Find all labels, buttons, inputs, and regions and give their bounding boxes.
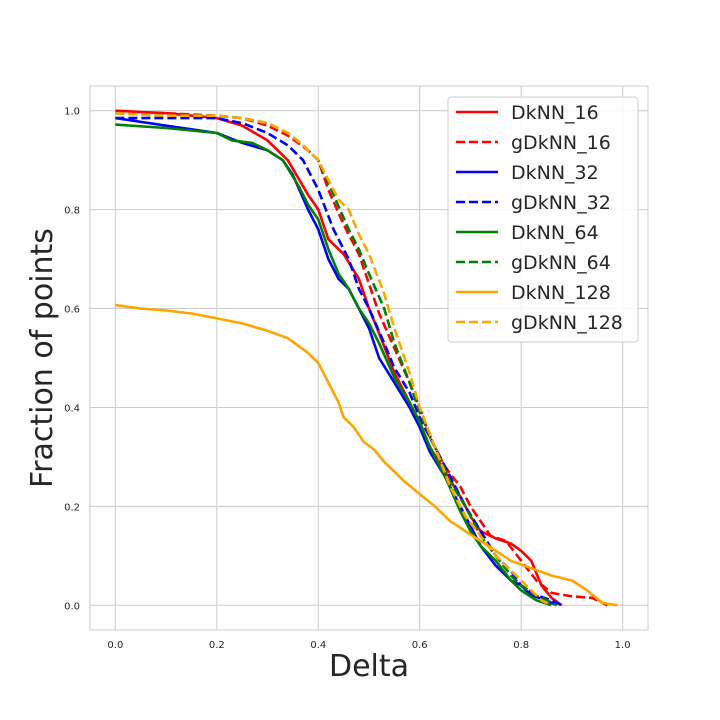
legend-label: DkNN_64	[511, 222, 599, 244]
x-axis-ticks: 0.0 0.2 0.4 0.6 0.8 1.0	[107, 640, 630, 651]
legend-label: gDkNN_16	[511, 132, 611, 154]
series-line-dknn-128	[115, 303, 618, 607]
y-tick-label: 0.2	[64, 502, 80, 513]
series-line-dknn-64	[115, 123, 553, 607]
x-tick-label: 0.6	[412, 640, 428, 651]
series-line-dknn-16	[115, 109, 563, 607]
legend-label: DkNN_16	[511, 102, 599, 124]
legend-label: gDkNN_64	[511, 252, 611, 274]
y-tick-label: 0.4	[64, 403, 80, 414]
y-tick-label: 0.8	[64, 206, 80, 217]
x-tick-label: 0.4	[310, 640, 326, 651]
x-tick-label: 0.8	[513, 640, 529, 651]
y-tick-label: 0.0	[64, 601, 80, 612]
x-tick-label: 0.0	[107, 640, 123, 651]
y-axis-ticks: 0.0 0.2 0.4 0.6 0.8 1.0	[64, 107, 80, 613]
legend-box	[447, 96, 639, 343]
y-tick-label: 1.0	[64, 107, 80, 118]
x-tick-label: 0.2	[209, 640, 225, 651]
series-line-gdknn-128	[115, 111, 553, 607]
legend-label: gDkNN_128	[511, 312, 623, 334]
legend-label: DkNN_128	[511, 282, 611, 304]
legend-label: gDkNN_32	[511, 192, 611, 214]
x-axis-label: Delta	[329, 649, 409, 684]
y-tick-label: 0.6	[64, 305, 80, 316]
series-lines	[115, 109, 618, 607]
x-tick-label: 1.0	[615, 640, 631, 651]
y-axis-label: Fraction of points	[25, 228, 60, 488]
legend-label: DkNN_32	[511, 162, 599, 184]
legend: DkNN_16 gDkNN_16 DkNN_32 gDkNN_32 DkNN_64 gDk…	[447, 96, 639, 343]
